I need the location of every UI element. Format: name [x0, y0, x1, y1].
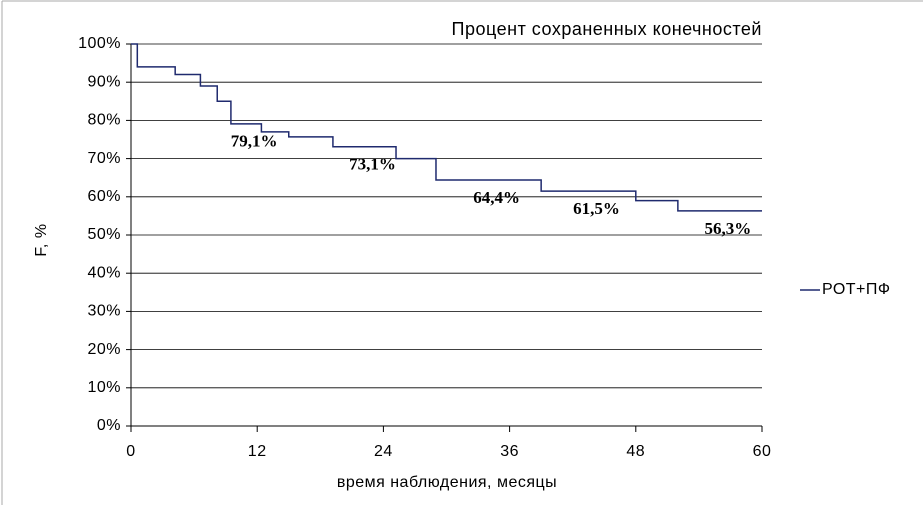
x-axis-label: время наблюдения, месяцы [337, 474, 557, 491]
y-tick-label: 20% [87, 341, 121, 358]
y-tick-label: 50% [87, 226, 121, 243]
y-tick-label: 30% [87, 303, 121, 320]
y-tick-label: 70% [87, 150, 121, 167]
y-tick-label: 40% [87, 264, 121, 281]
y-tick-label: 80% [87, 112, 121, 129]
y-tick-label: 0% [97, 417, 121, 434]
y-axis-label: F, % [33, 223, 50, 256]
y-tick-label: 10% [87, 379, 121, 396]
data-label: 79,1% [231, 132, 278, 151]
x-tick-label: 48 [626, 443, 645, 460]
legend-label: РОТ+ПФ [822, 281, 891, 298]
step-line [131, 43, 762, 212]
x-tick-label: 36 [500, 443, 519, 460]
data-label: 64,4% [473, 188, 520, 207]
y-tick-label: 100% [78, 35, 121, 52]
y-tick-label: 90% [87, 73, 121, 90]
x-tick-label: 60 [753, 443, 772, 460]
data-label: 73,1% [349, 155, 396, 174]
data-label: 56,3% [705, 219, 752, 238]
x-tick-label: 0 [126, 443, 135, 460]
x-tick-label: 12 [248, 443, 267, 460]
data-label: 61,5% [573, 199, 620, 218]
x-tick-label: 24 [374, 443, 393, 460]
chart-title: Процент сохраненных конечностей [452, 19, 762, 39]
y-tick-label: 60% [87, 188, 121, 205]
